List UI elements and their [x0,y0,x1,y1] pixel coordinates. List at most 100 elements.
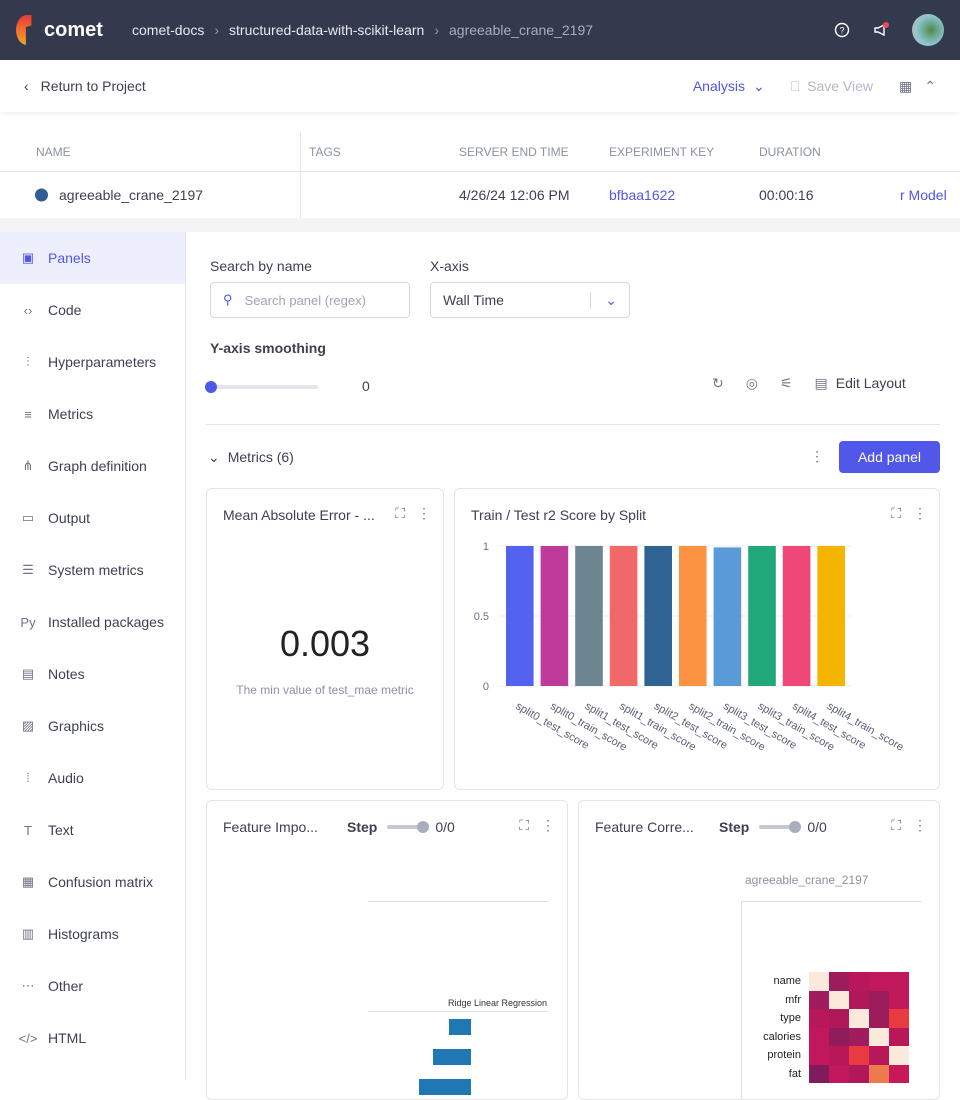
breadcrumb-experiment: agreeable_crane_2197 [449,22,594,38]
sidebar-item-metrics[interactable]: ≡ Metrics [0,388,185,440]
bar-split3_test_score[interactable] [713,547,742,686]
more-options-icon[interactable]: ⋮ [913,505,927,521]
add-panel-button[interactable]: Add panel [839,441,940,473]
breadcrumb-project[interactable]: structured-data-with-scikit-learn [229,22,425,38]
bookmark-icon: ⎕ [790,77,800,94]
smoothing-label: Y-axis smoothing [210,340,326,356]
edit-layout-button[interactable]: ▤ Edit Layout [814,375,906,391]
heatmap-cell [889,972,909,991]
settings-sliders-icon[interactable]: ⚟ [779,375,793,391]
r2-score-panel: Train / Test r2 Score by Split ⛶ ⋮ 0 0.5 1 s… [454,488,940,790]
histogram-icon: ▥ [21,926,35,941]
sidebar-item-output[interactable]: ▭ Output [0,492,185,544]
column-experiment-key[interactable]: EXPERIMENT KEY [609,144,715,159]
sidebar-item-html[interactable]: </> HTML [0,1012,185,1064]
fullscreen-icon[interactable]: ⛶ [891,505,901,521]
sidebar-item-system-metrics[interactable]: ☰ System metrics [0,544,185,596]
heatmap-row: name [739,972,909,991]
sidebar-item-text[interactable]: T Text [0,804,185,856]
chevron-down-icon: ⌄ [752,77,765,94]
metric-caption: The min value of test_mae metric [236,683,414,697]
heatmap-cell [809,972,829,991]
return-to-project-button[interactable]: ‹ Return to Project [24,78,146,94]
fullscreen-icon[interactable]: ⛶ [395,505,405,521]
step-slider[interactable] [387,821,430,833]
more-options-icon[interactable]: ⋮ [417,505,431,521]
avatar[interactable] [912,14,944,46]
fullscreen-icon[interactable]: ⛶ [519,817,529,833]
sidebar-item-code[interactable]: ‹› Code [0,284,185,336]
comet-logo[interactable]: comet [16,15,132,45]
experiment-table: NAME TAGS SERVER END TIME EXPERIMENT KEY… [0,132,960,232]
top-bar: comet comet-docs › structured-data-with-s… [0,0,960,60]
more-options-icon[interactable]: ⋮ [810,448,824,464]
sidebar-item-audio[interactable]: ⦙ Audio [0,752,185,804]
sidebar-item-installed-packages[interactable]: Py Installed packages [0,596,185,648]
python-icon: Py [20,614,36,630]
step-slider[interactable] [759,821,802,833]
correlation-heatmap: name mfr type calories protein fat [739,972,909,1083]
bar-split3_train_score[interactable] [748,546,776,686]
save-view-button[interactable]: ⎕ Save View [790,77,874,94]
sidebar: ▣ Panels ‹› Code ⫶ Hyperparameters ≡ Metrics ⋔ Gr… [0,232,186,1080]
palette-icon[interactable]: ◎ [745,375,758,391]
more-options-icon[interactable]: ⋮ [541,817,555,833]
y-tick-label: 0.5 [474,611,489,623]
importance-bar [449,1019,471,1035]
heatmap-row: type [739,1009,909,1028]
column-name[interactable]: NAME [36,144,71,159]
sidebar-item-histograms[interactable]: ▥ Histograms [0,908,185,960]
bar-split4_train_score[interactable] [817,546,845,686]
chevron-up-icon[interactable]: ⌃ [924,77,936,94]
svg-text:?: ? [839,26,844,36]
fullscreen-icon[interactable]: ⛶ [891,817,901,833]
column-tags[interactable]: TAGS [309,144,341,159]
heatmap-row-label: mfr [785,993,801,1006]
experiment-key-link[interactable]: bfbaa1622 [609,187,676,203]
model-link[interactable]: r Model [900,187,947,203]
sidebar-item-label: Other [48,978,84,994]
xaxis-select[interactable]: Wall Time ⌄ [430,282,630,318]
feature-correlation-panel: Feature Corre... Step 0/0 ⛶ ⋮ agreeable_cr… [578,800,940,1100]
bar-split2_test_score[interactable] [644,546,672,686]
system-icon: ☰ [22,562,34,577]
bar-split1_train_score[interactable] [609,546,638,686]
refresh-icon[interactable]: ↻ [712,375,724,391]
sidebar-item-other[interactable]: ⋯ Other [0,960,185,1012]
more-options-icon[interactable]: ⋮ [913,817,927,833]
smoothing-slider[interactable] [205,381,318,393]
heatmap-cell [809,990,829,1009]
sidebar-item-confusion-matrix[interactable]: ▦ Confusion matrix [0,856,185,908]
heatmap-cell [849,1027,869,1046]
column-server-end-time[interactable]: SERVER END TIME [459,144,569,159]
sidebar-item-graphics[interactable]: ▨ Graphics [0,700,185,752]
heatmap-cell [869,1027,889,1046]
analysis-dropdown[interactable]: Analysis ⌄ [692,77,765,94]
sidebar-item-label: Metrics [48,406,94,422]
search-input[interactable]: ⚲ Search panel (regex) [210,282,410,318]
breadcrumb-workspace[interactable]: comet-docs [132,22,205,38]
bar-split0_train_score[interactable] [540,546,569,686]
sidebar-item-notes[interactable]: ▤ Notes [0,648,185,700]
announcement-icon[interactable] [872,21,890,39]
heatmap-cell [849,990,869,1009]
bar-split2_train_score[interactable] [679,546,707,686]
help-icon[interactable]: ? [834,22,850,38]
heatmap-row: calories [739,1027,909,1046]
metrics-section-toggle[interactable]: ⌄ Metrics (6) [208,449,294,465]
slider-handle[interactable] [205,381,217,393]
feature-importance-panel: Feature Impo... Step 0/0 ⛶ ⋮ Ridge Linear … [206,800,568,1100]
table-row[interactable]: agreeable_crane_2197 4/26/24 12:06 PM bf… [0,172,960,218]
bar-split0_test_score[interactable] [506,546,534,686]
sidebar-item-label: Hyperparameters [48,354,157,370]
sidebar-item-hyperparameters[interactable]: ⫶ Hyperparameters [0,336,185,388]
table-icon[interactable]: ▦ [899,77,913,94]
heatmap-cell [889,1046,909,1065]
sidebar-item-graph-definition[interactable]: ⋔ Graph definition [0,440,185,492]
sidebar-item-panels[interactable]: ▣ Panels [0,232,185,284]
bar-split4_test_score[interactable] [782,546,811,686]
heatmap-cell [849,972,869,991]
column-duration[interactable]: DURATION [759,144,821,159]
bar-split1_test_score[interactable] [575,546,603,686]
experiment-name[interactable]: agreeable_crane_2197 [59,187,204,203]
